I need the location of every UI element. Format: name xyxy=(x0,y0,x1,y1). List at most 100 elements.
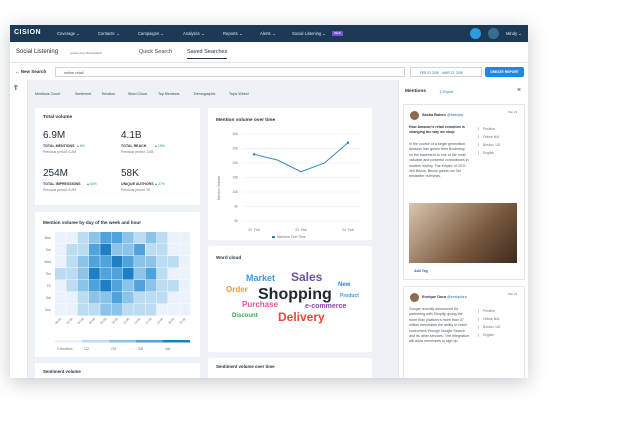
powered-by: powered by Brandwatch xyxy=(70,51,103,55)
heat-cell xyxy=(134,304,145,316)
heat-cell xyxy=(66,280,78,292)
heat-cell xyxy=(156,304,168,316)
top-nav: CISION Coverage Contacts Campaigns Analytic… xyxy=(10,25,528,42)
avatar xyxy=(410,111,419,120)
search-icon[interactable] xyxy=(470,28,481,39)
legend-swatch xyxy=(82,340,109,343)
add-tag[interactable]: Add Tag xyxy=(414,269,428,273)
hour-label: 18:00 xyxy=(156,317,164,325)
tab-quick-search[interactable]: Quick Search xyxy=(139,49,173,55)
legend-swatch xyxy=(272,236,275,238)
heat-cell xyxy=(134,244,145,256)
user-menu[interactable]: Mindy xyxy=(506,31,521,36)
hour-label: 10:00 xyxy=(111,317,119,325)
hour-label: 16:00 xyxy=(145,317,153,325)
heat-cell xyxy=(168,268,179,280)
stat-previous: Previous period: 3.6B xyxy=(121,150,154,154)
export-label: Export xyxy=(443,90,454,94)
cloud-word: Sales xyxy=(291,270,323,284)
heat-cell xyxy=(100,304,112,316)
heat-cell xyxy=(111,256,123,268)
date-range[interactable]: FEB 21 2020 - MAR 22, 2020 xyxy=(410,67,482,77)
heat-cell xyxy=(134,232,145,244)
heat-cell xyxy=(100,244,112,256)
heat-cell xyxy=(111,280,123,292)
nav-item[interactable]: Campaigns xyxy=(138,31,163,36)
heat-cell xyxy=(100,256,112,268)
cloud-word: Shopping xyxy=(258,286,332,303)
post-image xyxy=(409,203,517,263)
heat-cell xyxy=(122,268,134,280)
nav-item[interactable]: Analytics xyxy=(183,31,204,36)
day-label: Wed xyxy=(44,260,51,264)
create-report-button[interactable]: CREATE REPORT xyxy=(485,67,524,77)
chat-icon[interactable] xyxy=(488,28,499,39)
nav-item[interactable]: Contacts xyxy=(98,31,119,36)
analysis-tab[interactable]: Topic Wheel xyxy=(229,92,249,96)
stat-previous: Previous period: 6.2M xyxy=(43,150,76,154)
y-tick-label: 0k xyxy=(234,219,238,223)
legend-swatch xyxy=(55,340,82,343)
sentiment-time-card: Sentiment volume over time xyxy=(208,358,372,378)
stat-previous: Previous period: 6.2M xyxy=(43,188,76,192)
new-badge: NEW xyxy=(332,30,343,36)
heat-cell xyxy=(179,280,191,292)
heat-cell xyxy=(111,232,123,244)
x-tick-label: 20. Feb xyxy=(248,228,260,232)
analysis-tab[interactable]: Mentions Count xyxy=(35,92,61,96)
post-meta: English xyxy=(478,151,494,155)
cloud-word: Discount xyxy=(232,313,258,319)
author-handle: @sashba xyxy=(446,113,464,117)
cloud-word: Purchase xyxy=(242,300,279,309)
total-volume-card: Total volume 6.9M TOTAL MENTIONS 8% Previou… xyxy=(35,108,200,205)
analysis-tab[interactable]: Emotion xyxy=(102,92,116,96)
heat-cell xyxy=(179,232,191,244)
export-link[interactable]: ↧ Export xyxy=(439,90,454,94)
y-tick-label: 25k xyxy=(233,147,239,151)
heat-cell xyxy=(111,292,123,304)
analysis-tab[interactable]: Sentiment xyxy=(75,92,92,96)
analysis-tab[interactable]: Word Cloud xyxy=(128,92,147,96)
cloud-word: Market xyxy=(246,273,275,283)
analysis-tab[interactable]: Demographic xyxy=(194,92,216,96)
legend-swatch xyxy=(109,340,136,343)
nav-item[interactable]: Alerts xyxy=(260,31,275,36)
heat-cell xyxy=(179,256,191,268)
nav-item[interactable]: Social Listening xyxy=(292,31,325,36)
heat-cell xyxy=(179,304,191,316)
heat-cell xyxy=(55,256,66,268)
sentiment-volume-card: Sentiment volume xyxy=(35,363,200,378)
hour-label: 14:00 xyxy=(133,317,141,325)
heat-cell xyxy=(88,256,100,268)
x-tick-label: 22. Feb xyxy=(295,228,307,232)
heat-cell xyxy=(55,244,66,256)
heat-cell xyxy=(88,292,100,304)
stat-label: TOTAL MENTIONS xyxy=(43,144,75,148)
sidebar: T xyxy=(10,80,28,378)
heat-cell xyxy=(156,280,168,292)
line-point xyxy=(252,153,256,156)
tab-saved-searches[interactable]: Saved Searches xyxy=(187,49,228,59)
heat-cell xyxy=(66,244,78,256)
legend-label: 224 xyxy=(111,347,117,351)
search-box[interactable]: online retail xyxy=(55,67,405,77)
nav-item[interactable]: Coverage xyxy=(57,31,79,36)
heat-cell xyxy=(134,292,145,304)
close-button[interactable]: × xyxy=(517,87,522,94)
back-label: New Search xyxy=(20,69,47,74)
back-new-search[interactable]: ← New Search xyxy=(15,69,47,74)
day-label: Sun xyxy=(45,308,51,312)
nav-item[interactable]: Reports xyxy=(223,31,242,36)
analysis-tab[interactable]: Top Mentions xyxy=(158,92,180,96)
heat-cell xyxy=(145,304,157,316)
heat-cell xyxy=(88,244,100,256)
heat-cell xyxy=(100,292,112,304)
heatmap: Mention volume by day of the week and ho… xyxy=(43,220,191,351)
heat-cell xyxy=(122,280,134,292)
avatar xyxy=(410,293,419,302)
sidebar-icon[interactable]: T xyxy=(14,86,18,92)
author-line: Sasha Bahen @sashba xyxy=(422,113,463,117)
heat-cell xyxy=(88,280,100,292)
logo[interactable]: CISION xyxy=(14,29,42,36)
heat-cell xyxy=(179,292,191,304)
